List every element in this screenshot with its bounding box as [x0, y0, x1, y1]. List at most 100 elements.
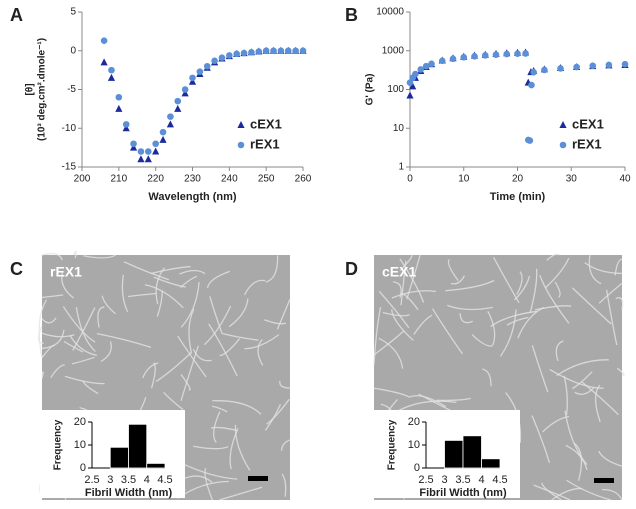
fibril: [177, 335, 207, 378]
fibril: [471, 334, 494, 347]
fibril: [219, 486, 263, 501]
fibril: [529, 268, 538, 314]
fibril: [63, 340, 84, 353]
fibril: [73, 250, 77, 259]
bar: [109, 446, 129, 469]
fibril: [531, 415, 550, 464]
fibril: [554, 281, 561, 298]
fibril: [50, 363, 65, 379]
x-tick-label: 220: [147, 174, 164, 185]
fibril: [276, 298, 291, 330]
fibril: [156, 290, 164, 317]
fibril: [144, 284, 184, 309]
point: [166, 120, 174, 128]
point: [292, 47, 299, 55]
fibril: [602, 488, 623, 501]
fibril: [212, 400, 262, 415]
point: [115, 104, 123, 112]
fibril: [212, 405, 228, 413]
x-tick-label: 0: [407, 174, 413, 185]
fibril: [150, 362, 156, 389]
point: [406, 79, 414, 86]
fibril: [616, 367, 625, 376]
x-axis-label: Fibril Width (nm): [85, 487, 173, 499]
image-label: rEX1: [50, 264, 82, 280]
fibril: [179, 275, 198, 289]
fibril: [539, 274, 570, 324]
point: [203, 62, 211, 70]
y-tick-label: 20: [408, 416, 420, 428]
fibril: [209, 296, 223, 334]
x-tick-label: 30: [566, 174, 578, 185]
point: [471, 52, 478, 60]
fibril: [378, 337, 404, 369]
fibril: [142, 362, 159, 379]
y-tick-label: -5: [67, 84, 76, 95]
legend-marker: [237, 121, 245, 128]
fibril: [180, 345, 199, 402]
x-tick-label: 210: [110, 174, 127, 185]
fibril: [413, 314, 433, 335]
point: [299, 47, 307, 55]
bar: [462, 435, 482, 469]
y-tick-label: 0: [414, 462, 420, 474]
point: [233, 50, 240, 58]
fibril: [598, 282, 623, 304]
fibril: [180, 373, 191, 391]
point: [159, 135, 167, 143]
point: [270, 47, 277, 55]
fibril: [391, 309, 414, 341]
point: [449, 55, 457, 63]
y-tick-label: 10: [408, 439, 420, 451]
fibril: [382, 311, 410, 317]
fibril: [213, 411, 221, 444]
fibril: [447, 259, 459, 282]
x-tick-label: 40: [619, 174, 631, 185]
point: [277, 47, 285, 55]
point: [129, 143, 138, 151]
bar: [481, 458, 501, 469]
point: [167, 113, 174, 120]
fibril: [533, 484, 571, 501]
fibril: [459, 313, 473, 324]
point: [409, 82, 417, 90]
fibril: [41, 371, 44, 379]
x-tick-label: 3: [441, 474, 447, 486]
x-axis-label: Time (min): [490, 191, 546, 203]
x-tick-label: 3.5: [455, 474, 470, 486]
point: [108, 66, 115, 74]
legend-marker: [559, 121, 567, 128]
fibril: [127, 292, 157, 298]
legend-label: cEX1: [250, 116, 282, 131]
point: [589, 62, 597, 70]
point: [152, 140, 159, 148]
fibril: [378, 290, 410, 329]
point: [122, 121, 130, 128]
y-tick-label: 0: [70, 45, 76, 56]
fibril: [228, 298, 249, 328]
image-label: cEX1: [382, 264, 416, 280]
fibril: [588, 254, 602, 285]
point: [174, 104, 182, 112]
fibril: [506, 316, 529, 326]
point: [100, 58, 108, 66]
fibril: [410, 395, 447, 408]
fibril: [373, 330, 405, 356]
fibril: [179, 269, 206, 275]
fibril: [545, 257, 570, 289]
fibril: [542, 415, 570, 433]
point: [557, 65, 564, 72]
fibril: [615, 297, 624, 310]
x-tick-label: 4.5: [492, 474, 507, 486]
point: [226, 52, 233, 59]
fibril: [531, 345, 549, 393]
x-axis-label: Fibril Width (nm): [419, 487, 507, 499]
x-tick-label: 3.5: [121, 474, 136, 486]
point: [428, 60, 435, 68]
fibril: [210, 426, 238, 432]
point: [181, 86, 189, 93]
point: [605, 61, 613, 69]
x-axis-label: Wavelength (nm): [148, 191, 237, 203]
fibril: [279, 380, 291, 389]
x-tick-label: 230: [184, 174, 201, 185]
